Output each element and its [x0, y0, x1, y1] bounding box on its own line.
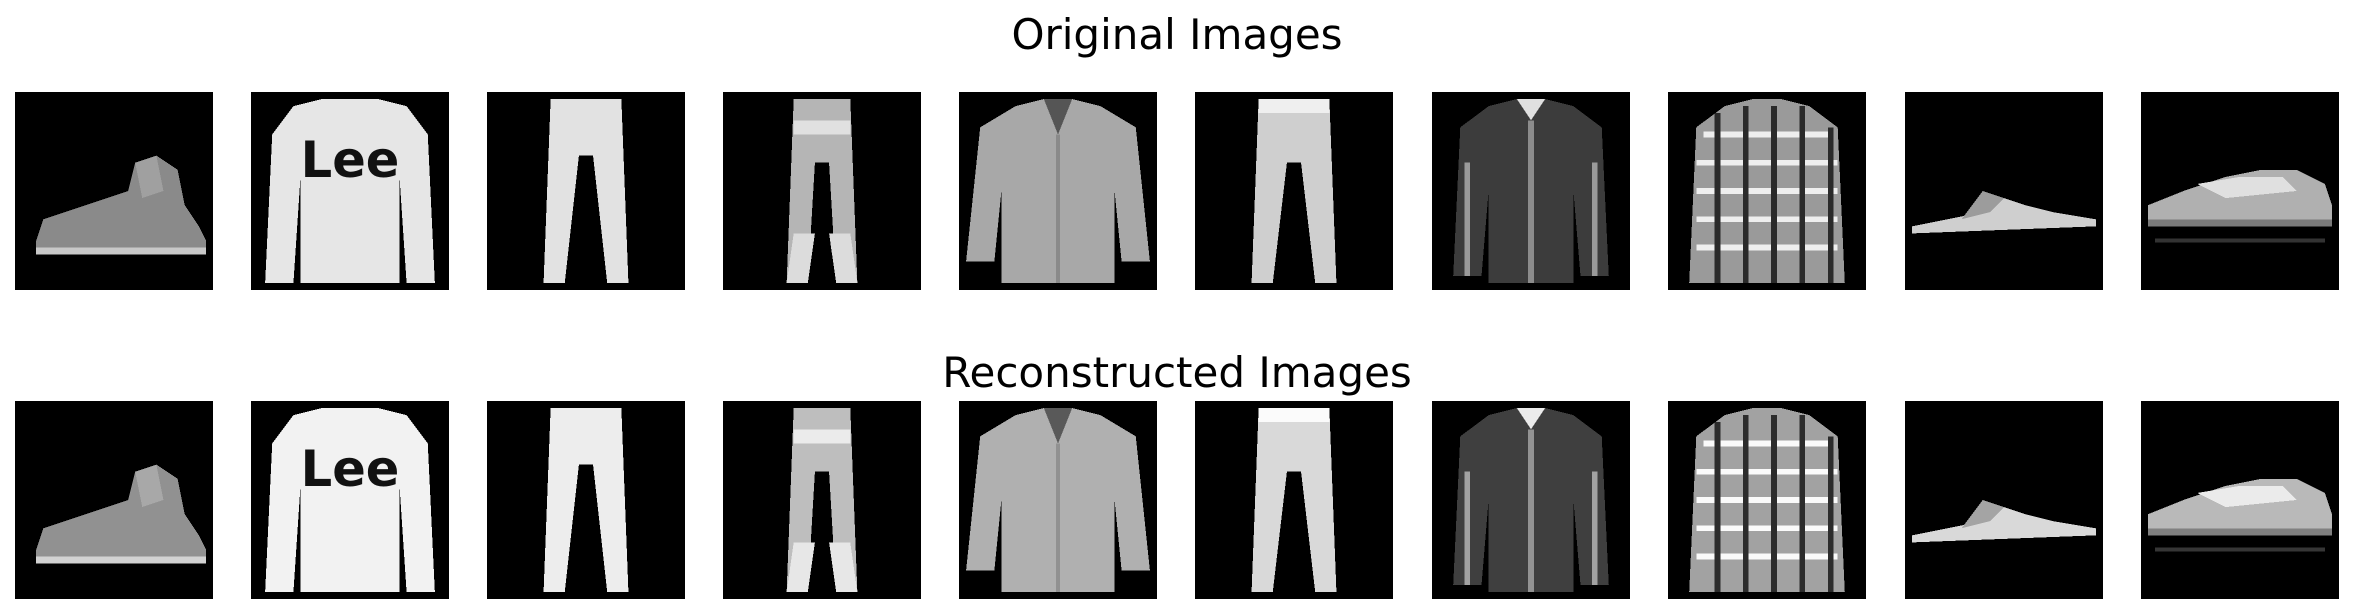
- original-ankle-boot-image: [15, 92, 213, 290]
- original-shirt-image: [959, 92, 1157, 290]
- reconstructed-pullover-image: Lee: [251, 401, 449, 599]
- svg-text:Lee: Lee: [301, 440, 400, 498]
- original-trouser-image: [487, 92, 685, 290]
- original-trouser-image: [1195, 92, 1393, 290]
- original-sneaker-image: [2141, 92, 2339, 290]
- reconstructed-trouser-image: [487, 401, 685, 599]
- svg-text:Lee: Lee: [301, 131, 400, 189]
- original-sandal-image: [1905, 92, 2103, 290]
- reconstructed-shirt-image: [959, 401, 1157, 599]
- original-trouser-image: [723, 92, 921, 290]
- reconstructed-plaid-shirt-image: [1668, 401, 1866, 599]
- reconstructed-sneaker-image: [2141, 401, 2339, 599]
- reconstructed-trouser-image: [1195, 401, 1393, 599]
- reconstructed-sandal-image: [1905, 401, 2103, 599]
- reconstructed-images-title: Reconstructed Images: [942, 348, 1412, 397]
- original-coat-image: [1432, 92, 1630, 290]
- original-images-title: Original Images: [1011, 10, 1343, 59]
- reconstructed-trouser-image: [723, 401, 921, 599]
- original-pullover-image: Lee: [251, 92, 449, 290]
- original-plaid-shirt-image: [1668, 92, 1866, 290]
- reconstructed-coat-image: [1432, 401, 1630, 599]
- reconstructed-ankle-boot-image: [15, 401, 213, 599]
